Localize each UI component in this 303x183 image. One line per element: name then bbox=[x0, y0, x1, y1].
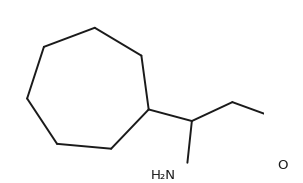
Text: H₂N: H₂N bbox=[151, 169, 175, 182]
Text: O: O bbox=[277, 158, 288, 171]
Text: O: O bbox=[302, 92, 303, 105]
